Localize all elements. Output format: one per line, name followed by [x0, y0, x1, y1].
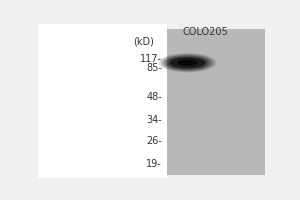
Ellipse shape [171, 58, 204, 67]
Text: 48-: 48- [146, 92, 162, 102]
Bar [38, 24, 167, 178]
Text: 19-: 19- [146, 159, 162, 169]
Ellipse shape [160, 54, 215, 72]
Ellipse shape [168, 57, 207, 68]
Text: 117-: 117- [140, 54, 162, 64]
Text: 34-: 34- [146, 115, 162, 125]
Ellipse shape [169, 58, 206, 68]
Ellipse shape [161, 55, 214, 71]
Ellipse shape [178, 61, 197, 65]
Text: COLO205: COLO205 [182, 27, 228, 37]
Ellipse shape [171, 58, 204, 67]
Text: (kD): (kD) [133, 37, 154, 47]
Text: 26-: 26- [146, 136, 162, 146]
Ellipse shape [164, 56, 211, 70]
Bar [167, 29, 266, 175]
Text: 85-: 85- [146, 63, 162, 73]
Ellipse shape [163, 55, 212, 70]
Ellipse shape [167, 57, 208, 69]
Ellipse shape [165, 56, 210, 69]
